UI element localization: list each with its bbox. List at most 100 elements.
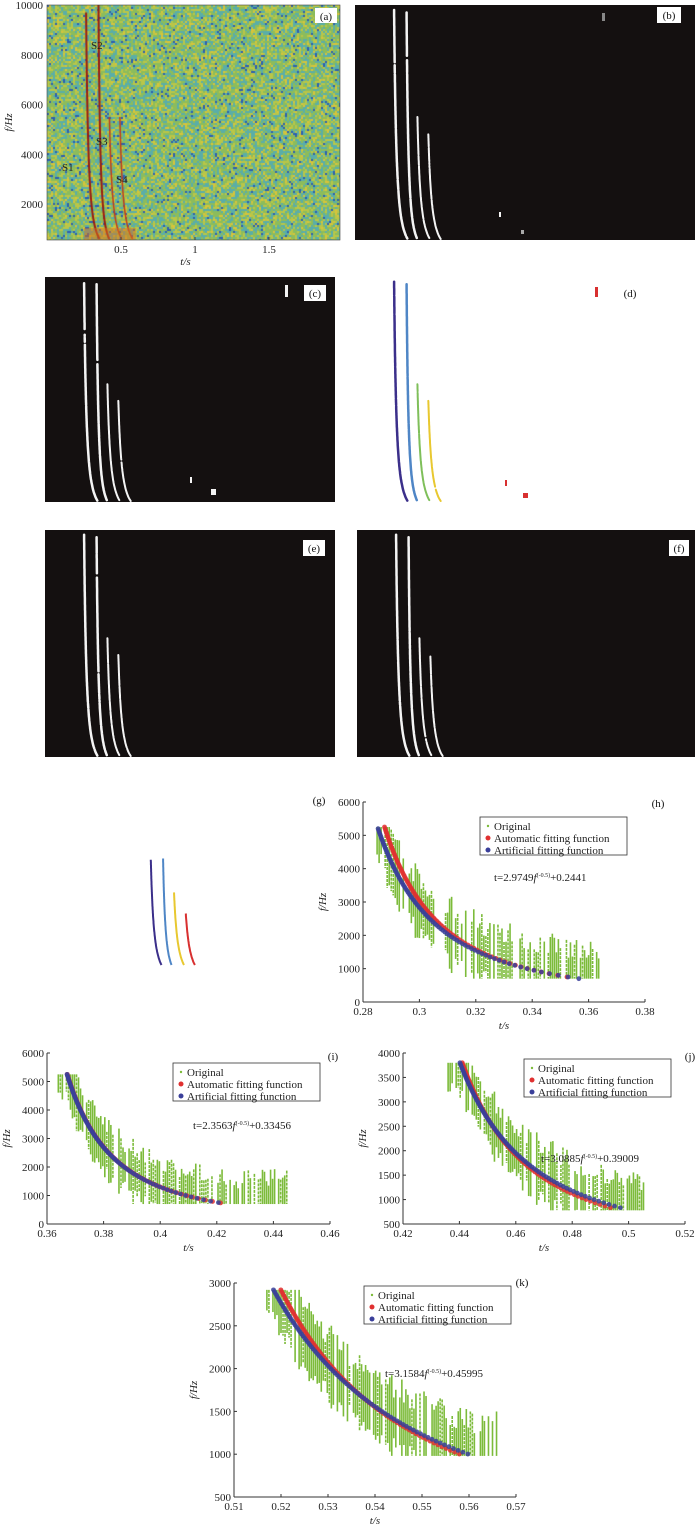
legend-entry: Original [378, 1290, 415, 1302]
x-tick-label: 0.56 [459, 1501, 479, 1513]
artificial-fit-marker [425, 1435, 431, 1440]
artificial-fit-marker [173, 1190, 179, 1195]
equation-var: f [534, 872, 539, 884]
legend-entry: Artificial fitting function [378, 1314, 488, 1326]
equation-exp: (-0.5) [584, 1153, 598, 1160]
x-tick-label: 1.5 [262, 244, 276, 256]
artificial-fit-marker [578, 1192, 584, 1198]
y-tick-label: 3500 [378, 1072, 401, 1084]
x-axis-label: t/s [539, 1242, 549, 1254]
signal-annotation: S3 [96, 136, 108, 148]
legend-marker [486, 824, 490, 828]
panel-label: (f) [674, 543, 685, 555]
artificial-fit-marker [512, 962, 518, 968]
artificial-fit-marker [216, 1200, 221, 1206]
signal-streak [117, 654, 132, 757]
artificial-fit-marker [567, 1187, 573, 1193]
artificial-fit-marker [487, 954, 493, 960]
legend-entry: Artificial fitting function [494, 845, 604, 857]
x-tick-label: 0.38 [94, 1228, 114, 1240]
panel-label-bg [657, 7, 681, 23]
x-tick-label: 0.32 [466, 1006, 485, 1018]
artificial-fit-marker [160, 1185, 166, 1191]
y-axis-label: f/Hz [1, 1129, 13, 1148]
panel-label: (h) [652, 798, 665, 810]
artificial-fit-marker [612, 1203, 617, 1209]
artificial-fit-marker [201, 1197, 206, 1203]
signal-streak [82, 281, 99, 502]
artificial-fit-marker [410, 1427, 416, 1433]
artificial-fit-marker [479, 951, 485, 957]
chart-k: 500 1000 1500 2000 2500 3000 0.51 0.52 0.53 0.54 0… [188, 1277, 529, 1527]
signal-annotation: S1 [62, 162, 74, 174]
y-tick-label: 2000 [338, 930, 361, 942]
legend-box [523, 1058, 672, 1098]
artificial-fit-marker [506, 961, 512, 967]
fit-equation: t=2.9749f(-0.5)+0.2441 [494, 872, 587, 884]
equation-suffix: +0.39009 [597, 1153, 639, 1165]
y-axis-label: f/Hz [3, 113, 15, 132]
artificial-fit-marker [591, 1197, 597, 1202]
artificial-fit-marker [565, 974, 571, 980]
panel-label: (c) [309, 288, 322, 300]
equation-exp: (-0.5) [537, 872, 551, 879]
artificial-fit-marker [518, 964, 524, 970]
y-tick-label: 1500 [378, 1170, 401, 1182]
y-tick-label: 2000 [22, 1162, 45, 1174]
equation-prefix: t=2.9749 [494, 872, 534, 884]
artificial-fit-marker [539, 969, 544, 975]
legend-marker [485, 835, 491, 841]
signal-streak [418, 637, 433, 757]
artificial-fit-marker [531, 967, 537, 973]
x-tick-label: 0.3 [413, 1006, 427, 1018]
x-tick-label: 0.5 [114, 244, 128, 256]
extracted-signal [173, 892, 185, 966]
x-tick-label: 0.28 [353, 1006, 373, 1018]
plot-frame [46, 4, 341, 241]
extracted-signal [184, 913, 196, 966]
spectrogram-image [47, 5, 340, 240]
panel-e-background [45, 530, 335, 757]
y-tick-label: 4000 [21, 149, 44, 161]
y-tick-label: 3000 [22, 1134, 45, 1146]
y-tick-label: 4000 [22, 1105, 45, 1117]
signal-streak [405, 282, 419, 502]
artificial-fit-marker [421, 1433, 427, 1439]
legend-box [363, 1285, 512, 1325]
y-tick-label: 500 [384, 1219, 401, 1231]
legend-box [172, 1062, 321, 1102]
x-tick-label: 0.34 [523, 1006, 543, 1018]
y-tick-label: 3000 [338, 897, 361, 909]
y-tick-label: 0 [355, 997, 361, 1009]
fit-equation: t=3.0885f(-0.5)+0.39009 [541, 1153, 640, 1165]
x-tick-label: 0.42 [207, 1228, 226, 1240]
artificial-fit-marker [483, 952, 489, 958]
artificial-fit-marker [442, 1442, 447, 1448]
noise-blob [602, 13, 605, 21]
signal-streak [416, 116, 431, 239]
artificial-fit-marker [582, 1193, 588, 1199]
artificial-fit-marker [157, 1184, 162, 1190]
x-tick-label: 0.42 [393, 1228, 412, 1240]
noise-blob [499, 212, 501, 217]
y-tick-label: 1000 [209, 1449, 232, 1461]
legend-marker [178, 1093, 184, 1099]
equation-exp: (-0.5) [236, 1120, 250, 1127]
y-tick-label: 2500 [209, 1321, 232, 1333]
artificial-fit-marker [418, 1431, 423, 1437]
y-axis-label: f/Hz [317, 892, 329, 911]
artificial-fit-marker [571, 1189, 577, 1194]
artificial-fit-marker [429, 1436, 435, 1442]
legend-marker [529, 1077, 535, 1083]
x-axis-label: t/s [180, 256, 190, 268]
equation-prefix: t=2.3563 [193, 1120, 233, 1132]
legend-entry: Original [538, 1063, 575, 1075]
panel-c-background [45, 277, 335, 502]
artificial-fit-marker [450, 1446, 456, 1451]
extracted-signal [162, 858, 173, 966]
x-tick-label: 0.44 [264, 1228, 284, 1240]
equation-prefix: t=3.0885 [541, 1153, 581, 1165]
artificial-fit-marker [574, 1190, 580, 1196]
artificial-fit-marker [446, 1444, 452, 1450]
artificial-fit-marker [475, 949, 481, 955]
